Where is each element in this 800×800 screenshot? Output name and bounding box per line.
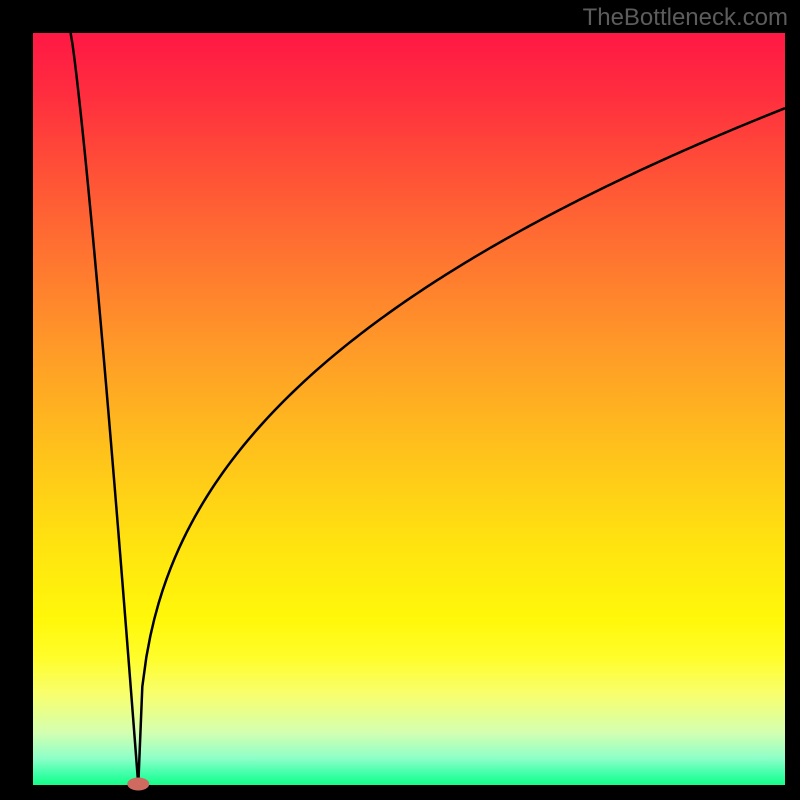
watermark-text: TheBottleneck.com	[583, 4, 788, 32]
chart-svg	[0, 0, 800, 800]
optimal-point-marker	[127, 778, 149, 791]
chart-container: TheBottleneck.com	[0, 0, 800, 800]
plot-area	[33, 33, 785, 785]
